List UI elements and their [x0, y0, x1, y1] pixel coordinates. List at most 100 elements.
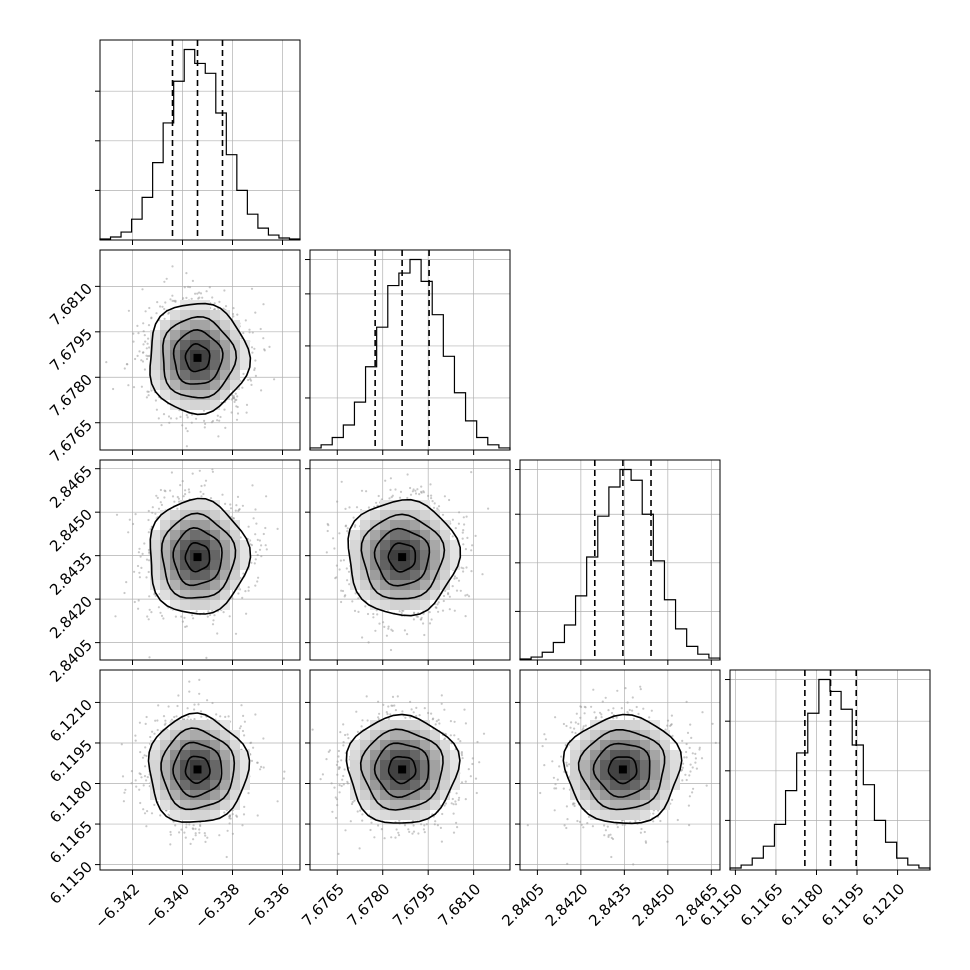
density-cell	[360, 780, 370, 790]
density-cell	[390, 590, 400, 600]
density-cell	[150, 350, 160, 360]
data-point	[130, 782, 133, 785]
histogram-panel-4	[725, 669, 931, 871]
data-point	[139, 773, 142, 776]
data-point	[688, 746, 691, 750]
data-point	[222, 611, 225, 614]
data-point	[350, 802, 354, 806]
contour-line	[147, 712, 251, 823]
data-point	[406, 473, 409, 476]
data-point	[231, 312, 235, 316]
data-point	[463, 523, 466, 526]
data-point	[338, 532, 341, 535]
data-point	[120, 743, 123, 746]
data-point	[590, 705, 593, 708]
density-cell	[450, 770, 460, 780]
data-point	[461, 531, 464, 534]
density-cell	[180, 580, 190, 590]
data-point	[579, 716, 582, 719]
density-cell	[410, 510, 420, 520]
data-point	[338, 568, 341, 571]
data-point	[198, 828, 201, 831]
data-point	[167, 415, 171, 418]
density-cell	[430, 590, 440, 600]
data-point	[395, 828, 398, 831]
data-point	[689, 723, 692, 726]
density-cell	[420, 740, 430, 750]
density-cell	[210, 600, 220, 610]
data-point	[144, 310, 147, 313]
data-point	[143, 368, 146, 371]
data-point	[399, 490, 403, 493]
data-point	[211, 468, 214, 471]
data-point	[133, 570, 136, 573]
data-point	[577, 722, 580, 726]
density-cell	[360, 570, 370, 580]
contour-line	[172, 328, 224, 385]
density-cell	[200, 770, 210, 780]
data-point	[211, 419, 215, 423]
data-point	[191, 472, 194, 475]
data-point	[428, 622, 432, 625]
density-cell	[180, 570, 190, 580]
density-cell	[150, 770, 160, 780]
data-point	[218, 419, 221, 422]
data-point	[354, 524, 357, 527]
density-cell	[240, 760, 250, 770]
data-point	[447, 593, 450, 596]
data-point	[268, 345, 271, 348]
density-cell	[210, 350, 220, 360]
data-point	[254, 584, 257, 587]
data-point	[192, 827, 195, 831]
data-point	[164, 719, 167, 722]
data-point	[273, 378, 276, 381]
density-cell	[150, 560, 160, 570]
data-point	[403, 629, 406, 632]
data-point	[200, 715, 203, 718]
data-point	[458, 796, 461, 799]
data-point	[112, 387, 115, 391]
data-point	[254, 533, 257, 536]
density-cell	[400, 600, 410, 610]
data-point	[452, 812, 455, 815]
density-cell	[200, 590, 210, 600]
data-point	[375, 501, 378, 504]
data-point	[211, 623, 215, 626]
density-cell	[170, 730, 180, 740]
data-point	[580, 705, 583, 709]
data-point	[325, 758, 328, 761]
density-cell	[630, 800, 640, 810]
density-cell	[610, 790, 620, 800]
data-point	[155, 312, 158, 315]
data-point	[356, 810, 359, 813]
data-point	[543, 764, 546, 767]
data-point	[565, 763, 568, 767]
density-cell	[380, 800, 390, 810]
data-point	[254, 374, 257, 377]
data-point	[422, 612, 425, 615]
density-cell	[150, 340, 160, 350]
data-point	[410, 708, 413, 711]
data-point	[562, 722, 566, 726]
data-point	[434, 820, 437, 823]
density-cell	[180, 750, 190, 760]
data-point	[253, 368, 256, 372]
data-point	[453, 882, 455, 884]
density-cell	[220, 730, 230, 740]
data-point	[207, 610, 210, 613]
data-point	[163, 496, 166, 499]
data-point	[465, 515, 468, 518]
density-cell	[360, 750, 370, 760]
density-cell	[220, 380, 230, 390]
data-point	[701, 711, 704, 714]
density-cell	[420, 800, 430, 810]
data-point	[685, 700, 688, 704]
density-cell	[400, 500, 410, 510]
data-point	[241, 504, 244, 507]
data-point	[326, 529, 329, 533]
density-cell	[380, 780, 390, 790]
density-cell	[240, 350, 250, 360]
data-point	[195, 610, 198, 613]
data-point	[451, 518, 454, 521]
